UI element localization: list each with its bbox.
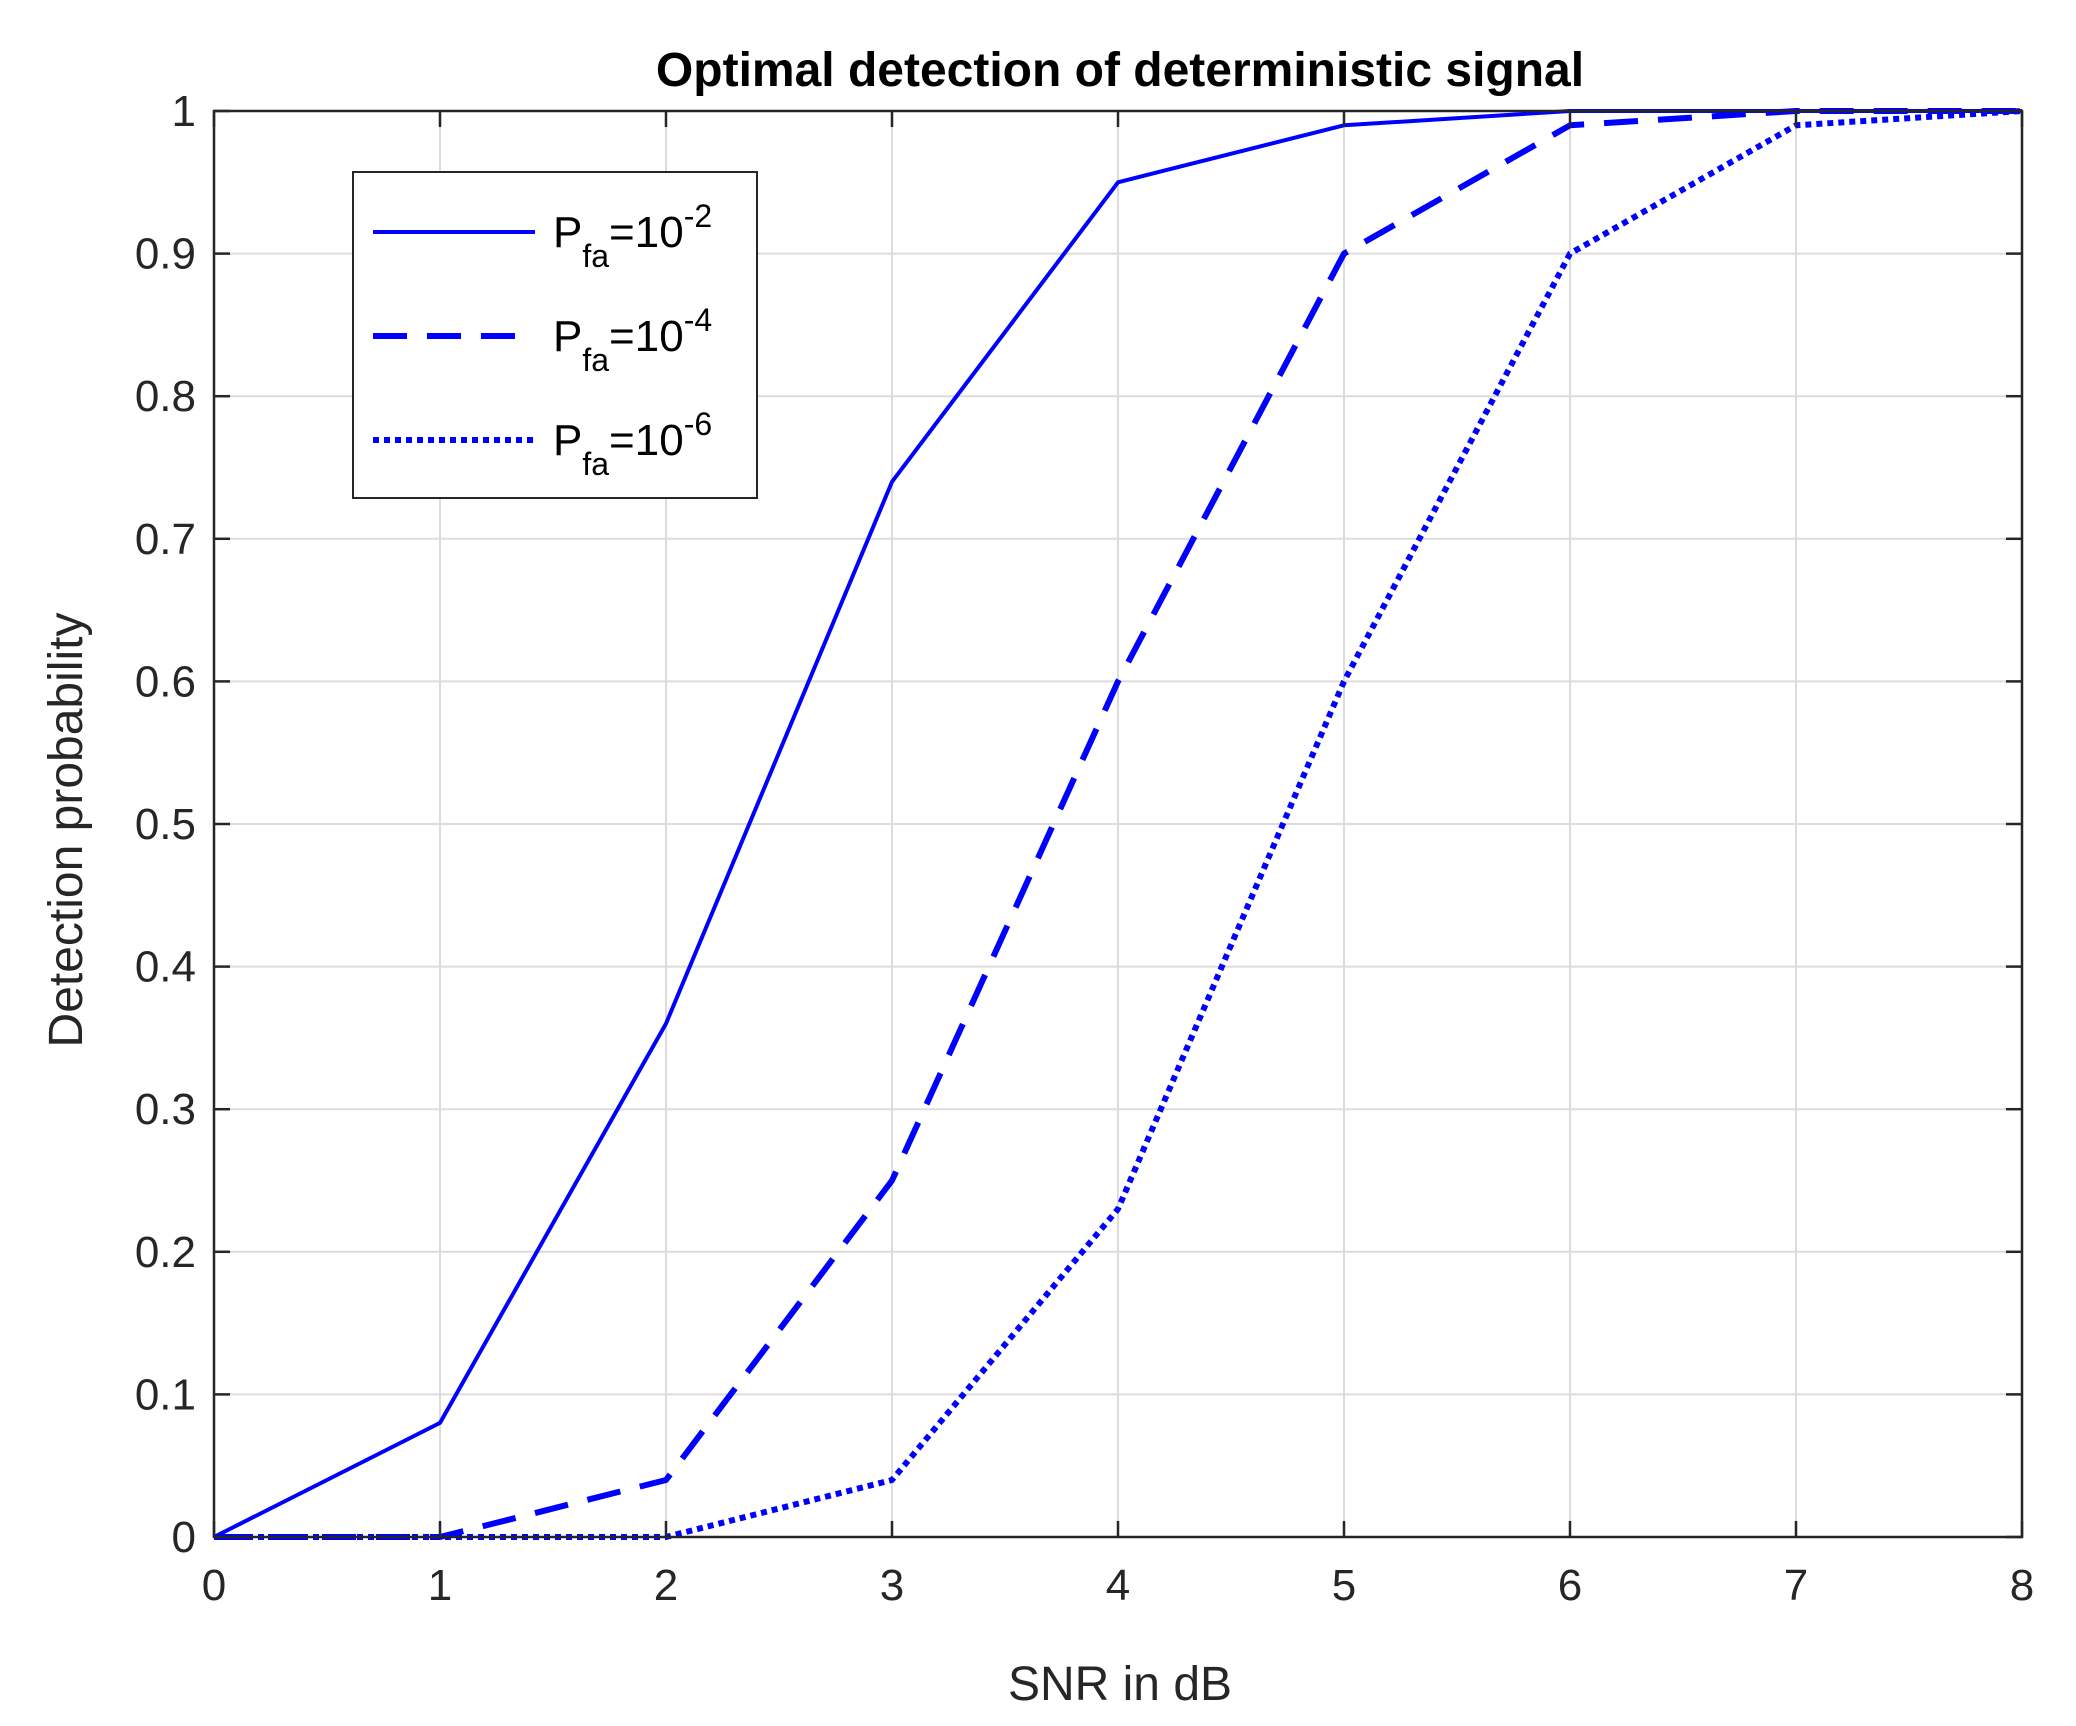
legend-label-1: Pfa=10-2	[553, 198, 712, 274]
y-tick-label: 0.9	[135, 230, 196, 279]
legend-mid: =10	[609, 208, 684, 257]
y-tick-label: 0	[172, 1513, 196, 1562]
x-tick-label: 1	[428, 1561, 452, 1610]
x-tick-label: 0	[202, 1561, 226, 1610]
legend-label-3: Pfa=10-6	[553, 406, 712, 482]
y-tick-label: 0.5	[135, 800, 196, 849]
legend-superscript: -6	[684, 406, 712, 442]
x-tick-label: 2	[654, 1561, 678, 1610]
x-tick-label: 6	[1558, 1561, 1582, 1610]
y-tick-label: 0.8	[135, 372, 196, 421]
x-tick-label: 8	[2010, 1561, 2034, 1610]
tick-marks	[212, 109, 2024, 1539]
legend-base: P	[553, 208, 582, 257]
legend-mid: =10	[609, 416, 684, 465]
y-tick-label: 0.3	[135, 1085, 196, 1134]
legend-base: P	[553, 416, 582, 465]
legend-label-2: Pfa=10-4	[553, 302, 712, 378]
y-tick-label: 0.2	[135, 1228, 196, 1277]
y-tick-label: 0.6	[135, 657, 196, 706]
legend-subscript: fa	[582, 446, 609, 482]
y-tick-label: 0.7	[135, 515, 196, 564]
grid-lines	[213, 110, 2023, 1538]
legend-superscript: -2	[684, 198, 712, 234]
legend-box	[352, 171, 758, 499]
legend-mid: =10	[609, 312, 684, 361]
y-tick-label: 1	[172, 87, 196, 136]
x-tick-labels: 0 1 2 3 4 5 6 7 8	[202, 1561, 2034, 1610]
x-tick-label: 5	[1332, 1561, 1356, 1610]
x-tick-label: 4	[1106, 1561, 1130, 1610]
x-tick-label: 3	[880, 1561, 904, 1610]
chart-title: Optimal detection of deterministic signa…	[656, 44, 1584, 97]
legend-subscript: fa	[582, 238, 609, 274]
series-line-2	[214, 108, 2022, 1540]
legend-subscript: fa	[582, 342, 609, 378]
y-tick-label: 0.4	[135, 943, 196, 992]
y-tick-labels: 0 0.1 0.2 0.3 0.4 0.5 0.6 0.7 0.8 0.9 1	[135, 87, 196, 1562]
legend-superscript: -4	[684, 302, 712, 338]
x-tick-label: 7	[1784, 1561, 1808, 1610]
y-tick-label: 0.1	[135, 1370, 196, 1419]
x-axis-label: SNR in dB	[1008, 1658, 1232, 1711]
y-axis-label: Detection probability	[40, 613, 93, 1048]
legend-base: P	[553, 312, 582, 361]
